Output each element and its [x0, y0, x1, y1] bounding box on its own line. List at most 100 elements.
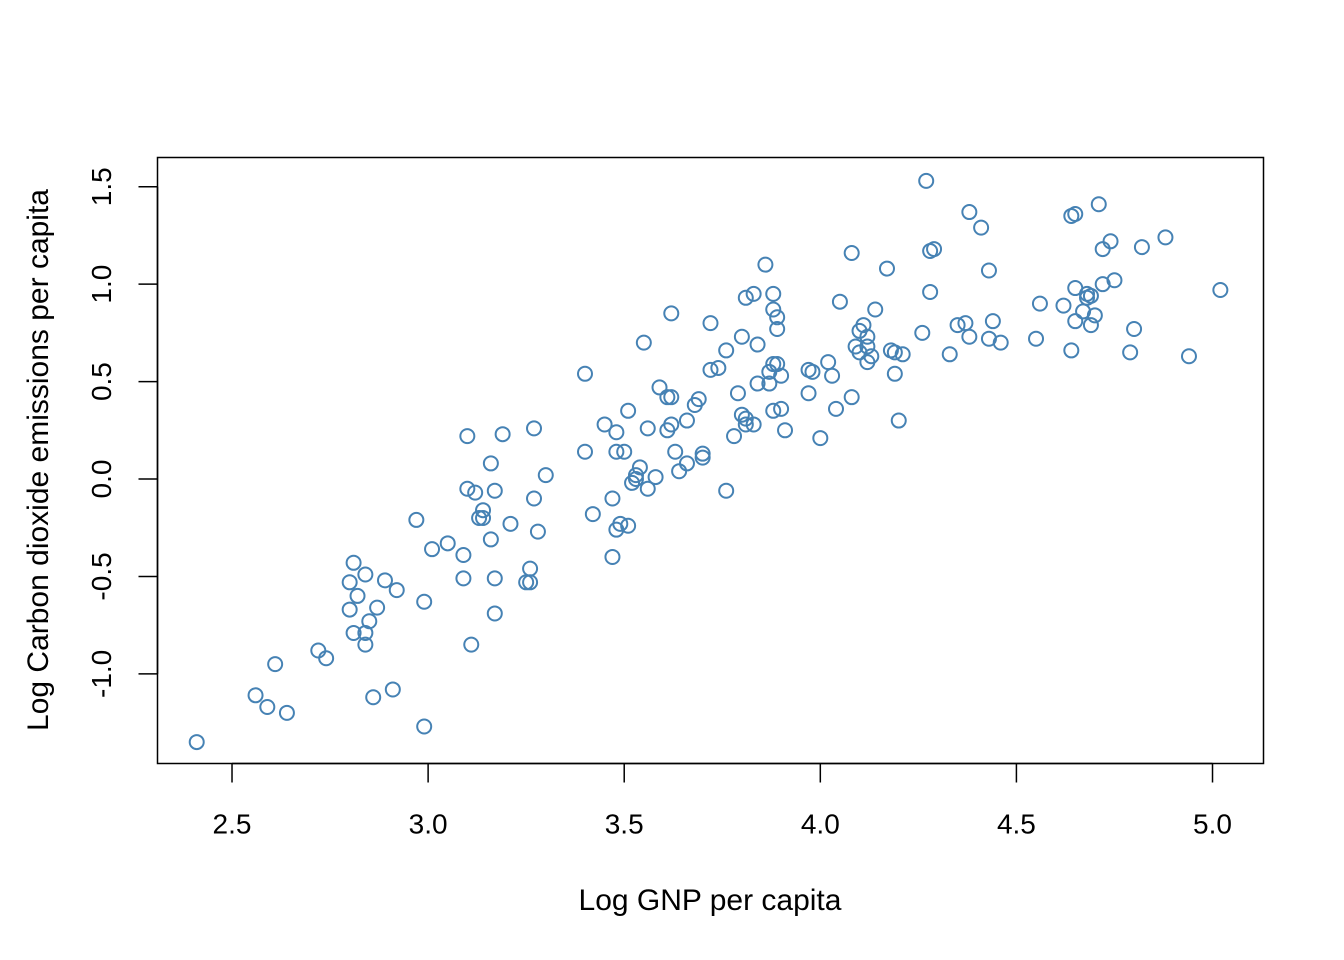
data-point [639, 480, 656, 497]
data-point [318, 650, 335, 667]
data-point [859, 338, 876, 355]
data-point [627, 467, 644, 484]
data-point [733, 406, 750, 423]
data-point [635, 334, 652, 351]
y-tick-label: -1.0 [86, 650, 117, 698]
y-tick-label: 0.0 [86, 460, 117, 499]
data-point [710, 359, 727, 376]
data-point [914, 324, 931, 341]
data-point [631, 459, 648, 476]
data-point [416, 593, 433, 610]
data-point [737, 416, 754, 433]
data-point [761, 375, 778, 392]
data-point [773, 367, 790, 384]
data-point [584, 506, 601, 523]
data-point [526, 420, 543, 437]
data-point [1090, 196, 1107, 213]
data-point [459, 480, 476, 497]
data-point [361, 613, 378, 630]
data-point [890, 412, 907, 429]
data-point [941, 346, 958, 363]
data-point [1106, 272, 1123, 289]
x-axis: 2.5 3.0 3.5 4.0 4.5 5.0 [213, 762, 1232, 840]
y-tick-label: 0.5 [86, 362, 117, 401]
data-point [663, 416, 680, 433]
data-point [843, 244, 860, 261]
data-point [765, 402, 782, 419]
data-point [726, 428, 743, 445]
data-point [612, 515, 629, 532]
data-point [537, 467, 554, 484]
data-point [259, 698, 276, 715]
data-point [777, 422, 794, 439]
data-point [749, 375, 766, 392]
data-point [769, 309, 786, 326]
data-point [863, 348, 880, 365]
data-point [482, 531, 499, 548]
data-point [663, 389, 680, 406]
data-point [647, 469, 664, 486]
x-tick-label: 3.0 [409, 809, 448, 840]
data-point [596, 416, 613, 433]
data-point [247, 687, 264, 704]
data-point [1180, 348, 1197, 365]
data-point [345, 554, 362, 571]
data-point [702, 315, 719, 332]
data-point [961, 204, 978, 221]
data-point [278, 704, 295, 721]
data-point [357, 566, 374, 583]
data-point [984, 313, 1001, 330]
data-point [455, 570, 472, 587]
x-axis-title: Log GNP per capita [579, 884, 842, 917]
data-point [878, 260, 895, 277]
data-point [439, 535, 456, 552]
data-point [388, 582, 405, 599]
data-point [1102, 233, 1119, 250]
data-point [1126, 320, 1143, 337]
y-tick-label: 1.0 [86, 265, 117, 304]
data-point [690, 391, 707, 408]
data-point [718, 482, 735, 499]
data-point [926, 241, 943, 258]
data-point [894, 346, 911, 363]
data-point [843, 389, 860, 406]
data-point [804, 363, 821, 380]
data-point [886, 365, 903, 382]
data-point [604, 548, 621, 565]
data-point [949, 317, 966, 334]
data-point [349, 587, 366, 604]
x-tick-label: 5.0 [1193, 809, 1232, 840]
x-tick-label: 3.5 [605, 809, 644, 840]
data-point [980, 262, 997, 279]
x-tick-label: 4.0 [801, 809, 840, 840]
data-point [608, 443, 625, 460]
y-tick-label: 1.5 [86, 167, 117, 206]
data-point [1212, 282, 1229, 299]
data-point [620, 402, 637, 419]
data-point [992, 334, 1009, 351]
data-point [486, 605, 503, 622]
data-point [1031, 295, 1048, 312]
data-point [769, 320, 786, 337]
y-tick-label: -0.5 [86, 552, 117, 600]
data-point [757, 256, 774, 273]
data-point [608, 424, 625, 441]
data-point [745, 416, 762, 433]
data-point [765, 356, 782, 373]
data-point [494, 426, 511, 443]
data-point [659, 389, 676, 406]
data-point [1086, 307, 1103, 324]
data-point [1082, 317, 1099, 334]
data-point [341, 601, 358, 618]
data-point [604, 490, 621, 507]
data-point [576, 443, 593, 460]
data-point [663, 305, 680, 322]
data-point [961, 328, 978, 345]
y-axis-title: Log Carbon dioxide emissions per capita [22, 189, 55, 731]
data-point [475, 509, 492, 526]
data-point [529, 523, 546, 540]
data-point [267, 656, 284, 673]
x-tick-label: 2.5 [213, 809, 252, 840]
